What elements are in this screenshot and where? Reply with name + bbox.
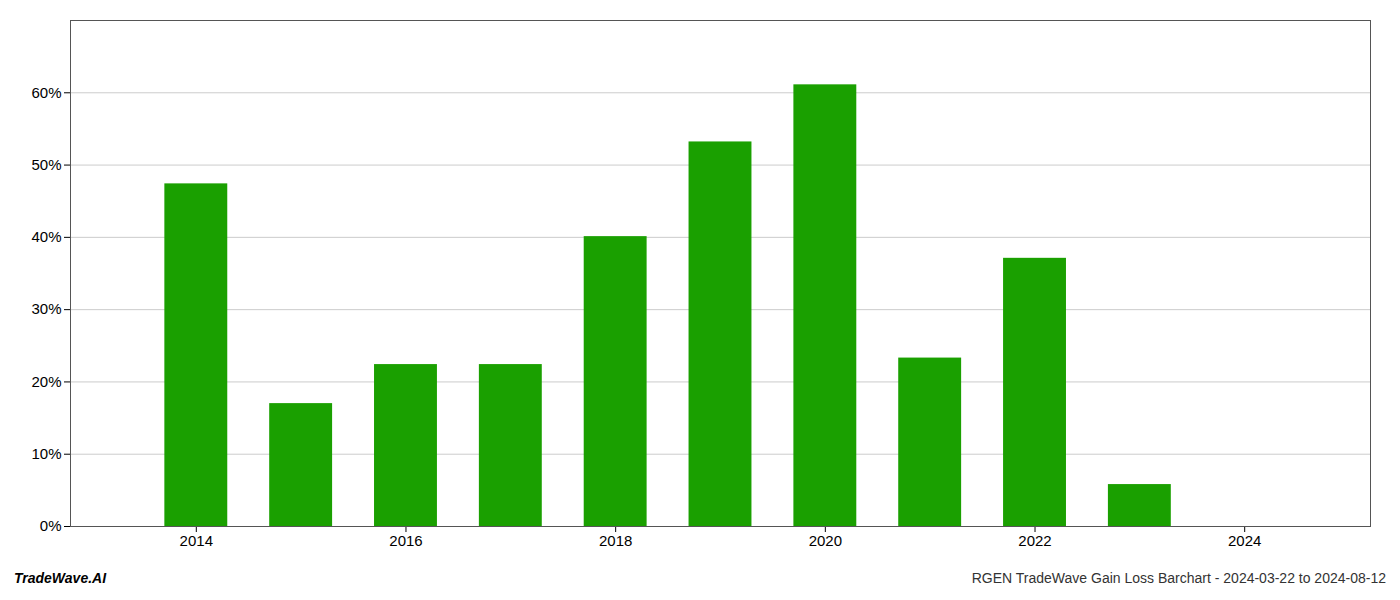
svg-text:50%: 50% xyxy=(31,156,61,173)
svg-text:2016: 2016 xyxy=(389,532,422,549)
svg-text:2020: 2020 xyxy=(809,532,842,549)
svg-text:60%: 60% xyxy=(31,84,61,101)
svg-text:40%: 40% xyxy=(31,228,61,245)
svg-text:2024: 2024 xyxy=(1228,532,1261,549)
svg-text:2014: 2014 xyxy=(180,532,213,549)
html-text:TradeWave.AI: TradeWave.AI xyxy=(14,570,107,586)
svg-text:2018: 2018 xyxy=(599,532,632,549)
html-text:RGEN TradeWave Gain Loss Barch: RGEN TradeWave Gain Loss Barchart - 2024… xyxy=(971,570,1386,586)
svg-text:30%: 30% xyxy=(31,300,61,317)
svg-text:10%: 10% xyxy=(31,445,61,462)
svg-text:2022: 2022 xyxy=(1018,532,1051,549)
svg-text:0%: 0% xyxy=(40,517,62,534)
svg-text:20%: 20% xyxy=(31,373,61,390)
